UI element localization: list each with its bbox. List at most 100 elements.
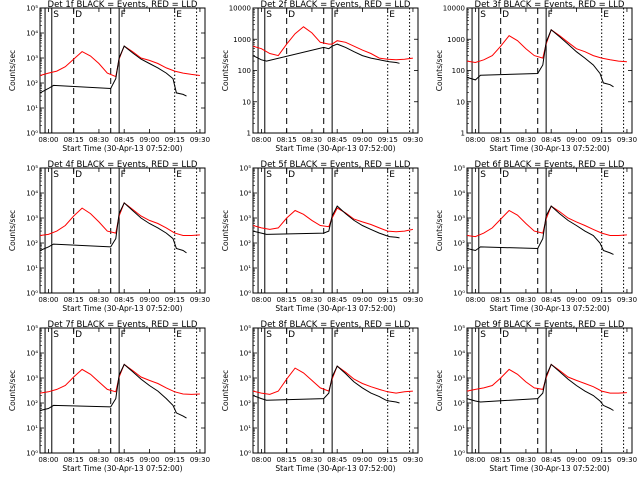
x-tick-label: 08:00 <box>251 456 271 464</box>
y-tick-label: 1 <box>247 130 251 138</box>
x-tick-label: 08:15 <box>64 456 84 464</box>
y-tick-label: 10⁴ <box>239 190 251 198</box>
y-axis-label: Counts/sec <box>221 370 230 411</box>
chart-title: Det 3f BLACK = Events, RED = LLD <box>475 0 625 10</box>
plot-frame <box>39 7 206 134</box>
x-axis-label: Start Time (30-Apr-13 07:52:00) <box>62 464 182 473</box>
series-line-2 <box>466 363 614 411</box>
marker-letter: S <box>53 10 59 20</box>
marker-letter: F <box>548 170 553 180</box>
marker-letter: F <box>548 10 553 20</box>
series-line-2 <box>466 28 614 88</box>
chart-panel-3: Det 3f BLACK = Events, RED = LLD 1 10 100 10… <box>435 0 637 153</box>
x-tick-label: 09:15 <box>165 456 185 464</box>
marker-letter: S <box>480 10 486 20</box>
x-tick-label: 08:15 <box>491 456 511 464</box>
series-line-1 <box>252 26 413 61</box>
marker-letter: S <box>53 330 59 340</box>
x-tick-label: 09:30 <box>403 296 423 304</box>
y-tick-label: 10⁴ <box>26 350 38 358</box>
marker-letter: F <box>334 10 339 20</box>
x-tick-label: 09:30 <box>617 456 637 464</box>
y-tick-label: 10³ <box>26 215 38 223</box>
y-tick-label: 10² <box>239 240 251 248</box>
x-tick-label: 08:15 <box>491 136 511 144</box>
marker-letter: S <box>266 170 272 180</box>
x-tick-label: 08:45 <box>114 456 134 464</box>
x-tick-label: 08:30 <box>302 296 322 304</box>
y-tick-label: 10 <box>242 98 251 106</box>
y-tick-label: 10⁰ <box>26 450 38 458</box>
x-tick-label: 08:15 <box>277 296 297 304</box>
x-tick-label: 09:15 <box>378 296 398 304</box>
marker-letter: F <box>548 330 553 340</box>
y-tick-label: 1 <box>461 130 465 138</box>
y-tick-label: 10⁴ <box>239 350 251 358</box>
y-tick-label: 10⁵ <box>453 165 465 173</box>
y-tick-label: 10⁵ <box>26 165 38 173</box>
x-tick-label: 08:45 <box>541 456 561 464</box>
marker-letter: D <box>502 10 509 20</box>
x-tick-label: 09:15 <box>592 296 612 304</box>
series-line-2 <box>252 205 400 239</box>
y-tick-label: 10⁰ <box>26 290 38 298</box>
y-tick-label: 1000 <box>447 36 465 44</box>
series-line-2 <box>39 202 187 254</box>
marker-letter: E <box>176 10 182 20</box>
marker-letter: S <box>53 170 59 180</box>
series-line-2 <box>39 45 187 97</box>
x-axis-label: Start Time (30-Apr-13 07:52:00) <box>275 464 395 473</box>
y-tick-label: 10² <box>26 80 38 88</box>
x-tick-label: 08:15 <box>277 136 297 144</box>
y-tick-label: 10³ <box>453 215 465 223</box>
plot-frame <box>39 167 206 294</box>
marker-letter: E <box>389 170 395 180</box>
x-tick-label: 09:30 <box>190 136 210 144</box>
x-tick-label: 08:45 <box>541 296 561 304</box>
chart-panel-2: Det 2f BLACK = Events, RED = LLD 1 10 100 10… <box>221 0 423 153</box>
x-tick-label: 08:45 <box>327 456 347 464</box>
marker-letter: D <box>288 330 295 340</box>
x-tick-label: 08:30 <box>89 136 109 144</box>
plot-frame <box>466 7 633 134</box>
y-tick-label: 10¹ <box>26 425 38 433</box>
x-tick-label: 08:00 <box>38 456 58 464</box>
marker-letter: F <box>121 330 126 340</box>
chart-title: Det 9f BLACK = Events, RED = LLD <box>475 320 625 330</box>
chart-panel-6: Det 6f BLACK = Events, RED = LLD 10⁰ 10¹ 10… <box>435 160 637 313</box>
chart-title: Det 2f BLACK = Events, RED = LLD <box>261 0 411 10</box>
marker-letter: D <box>288 170 295 180</box>
x-axis-label: Start Time (30-Apr-13 07:52:00) <box>62 144 182 153</box>
chart-title: Det 4f BLACK = Events, RED = LLD <box>48 160 198 170</box>
plot-frame <box>252 327 419 454</box>
marker-letter: E <box>389 330 395 340</box>
y-tick-label: 10¹ <box>239 265 251 273</box>
y-tick-label: 10¹ <box>453 425 465 433</box>
y-tick-label: 10⁵ <box>26 5 38 13</box>
x-tick-label: 08:00 <box>465 296 485 304</box>
marker-letter: S <box>480 170 486 180</box>
y-tick-label: 10² <box>239 400 251 408</box>
y-axis-label: Counts/sec <box>435 210 444 251</box>
marker-letter: F <box>121 170 126 180</box>
series-line-2 <box>252 365 400 404</box>
chart-panel-7: Det 7f BLACK = Events, RED = LLD 10⁰ 10¹ 10… <box>8 320 210 473</box>
series-line-1 <box>252 365 413 395</box>
plot-frame <box>252 167 419 294</box>
x-tick-label: 08:30 <box>516 136 536 144</box>
y-tick-label: 10¹ <box>26 265 38 273</box>
y-tick-label: 10000 <box>229 5 251 13</box>
y-tick-label: 10⁰ <box>453 450 465 458</box>
x-tick-label: 09:00 <box>566 136 586 144</box>
x-tick-label: 09:15 <box>592 456 612 464</box>
x-tick-label: 09:00 <box>139 296 159 304</box>
x-tick-label: 08:30 <box>516 456 536 464</box>
marker-letter: D <box>502 330 509 340</box>
series-line-1 <box>39 363 200 395</box>
marker-letter: D <box>75 10 82 20</box>
x-tick-label: 09:30 <box>617 296 637 304</box>
y-axis-label: Counts/sec <box>8 370 17 411</box>
series-line-2 <box>466 205 614 255</box>
y-tick-label: 10 <box>456 98 465 106</box>
